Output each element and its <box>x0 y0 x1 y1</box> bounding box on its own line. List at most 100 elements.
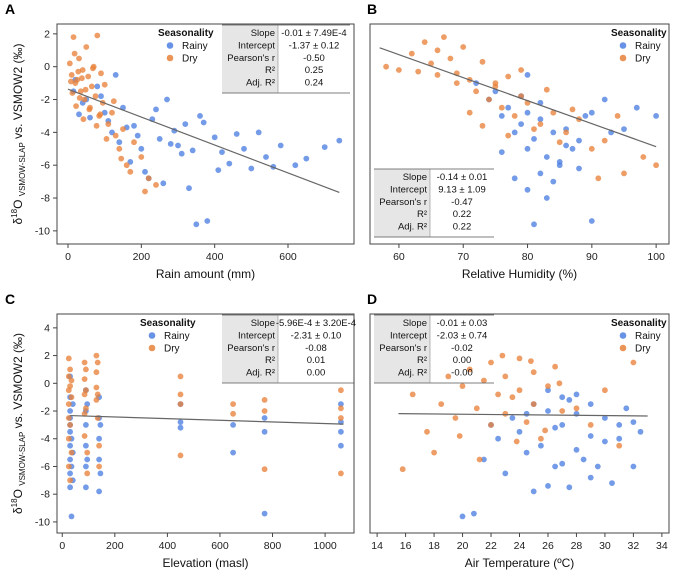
point-rainy <box>175 142 181 149</box>
x-tick-label: 400 <box>206 251 224 263</box>
point-rainy <box>156 136 163 142</box>
stats-label: Slope <box>403 318 427 329</box>
point-dry <box>261 466 268 473</box>
point-dry <box>338 415 344 421</box>
x-tick-label: 600 <box>279 251 297 263</box>
point-dry <box>502 373 509 380</box>
point-dry <box>499 352 506 359</box>
legend-entry-rainy: Rainy <box>182 41 208 52</box>
point-rainy <box>495 435 501 442</box>
stats-value: -0.50 <box>303 53 325 64</box>
panel-d: D 14 16 18 20 22 24 26 28 30 32 34 Air Temperature (… <box>367 291 670 570</box>
point-dry <box>80 116 87 123</box>
point-rainy <box>67 442 73 449</box>
point-dry <box>142 188 148 195</box>
point-dry <box>396 67 402 73</box>
point-dry <box>75 68 82 75</box>
point-dry <box>543 86 550 93</box>
point-dry <box>93 397 100 403</box>
stats-label: Pearson's r <box>379 197 427 208</box>
x-tick-label: 600 <box>211 540 229 552</box>
point-rainy <box>630 463 637 470</box>
point-rainy <box>164 96 170 103</box>
point-rainy <box>338 401 344 407</box>
y-axis-label: δ18O VSMOW-SLAP vs. VSMOW2 (‰) <box>10 43 27 224</box>
legend-marker-dry <box>166 54 174 62</box>
stats-label: Intercept <box>238 40 275 51</box>
point-rainy <box>97 422 104 428</box>
point-dry <box>97 111 104 118</box>
point-dry <box>421 39 428 45</box>
point-rainy <box>502 470 509 477</box>
point-dry <box>602 387 608 394</box>
point-rainy <box>623 405 630 412</box>
point-dry <box>409 391 416 398</box>
point-dry <box>408 50 415 57</box>
point-dry <box>145 175 152 182</box>
point-dry <box>116 145 123 152</box>
plot-frame <box>56 23 355 245</box>
point-rainy <box>587 401 594 407</box>
point-dry <box>109 109 115 116</box>
point-rainy <box>481 456 487 463</box>
point-dry <box>452 415 459 421</box>
point-dry <box>488 359 494 366</box>
point-rainy <box>524 109 531 116</box>
point-rainy <box>621 126 627 132</box>
point-rainy <box>178 150 185 157</box>
point-dry <box>93 384 100 391</box>
point-rainy <box>84 456 91 463</box>
x-tick-label: 32 <box>628 540 640 552</box>
point-dry <box>261 408 268 414</box>
stats-label: R² <box>265 65 275 76</box>
point-dry <box>531 126 537 132</box>
point-rainy <box>537 170 544 177</box>
point-dry <box>74 76 81 83</box>
x-axis-label: Air Temperature (ºC) <box>465 556 575 570</box>
stats-label: R² <box>417 209 427 220</box>
legend-marker-rainy <box>619 332 627 339</box>
point-dry <box>94 32 101 39</box>
point-dry <box>415 68 422 75</box>
point-dry <box>261 397 268 403</box>
panel-c: C 0 200 400 600 800 1000 4 2 0 -2 -4 -6 -8 -10 Elevatio… <box>5 291 356 570</box>
point-dry <box>653 162 659 169</box>
point-dry <box>84 449 91 456</box>
point-rainy <box>524 72 531 78</box>
point-dry <box>601 137 608 144</box>
legend: Seasonality Rainy Dry <box>140 318 196 355</box>
stats-label: Slope <box>251 318 275 329</box>
point-dry <box>630 359 637 366</box>
legend-marker-rainy <box>148 332 156 339</box>
stats-table: Slope -0.14 ± 0.01 Intercept 9.13 ± 1.09 Pea… <box>374 168 494 238</box>
point-rainy <box>292 162 299 169</box>
point-rainy <box>498 113 505 119</box>
point-rainy <box>569 145 576 152</box>
stats-label: Adj. R² <box>246 78 275 89</box>
y-tick-label: 0 <box>44 378 50 390</box>
scatter-points <box>65 352 344 520</box>
legend-title: Seasonality <box>140 318 196 329</box>
legend-entry-rainy: Rainy <box>635 331 661 342</box>
point-dry <box>67 383 73 389</box>
point-dry <box>96 463 102 470</box>
point-dry <box>516 387 523 394</box>
point-rainy <box>524 186 531 193</box>
point-dry <box>498 104 505 111</box>
scatter-points <box>66 32 343 228</box>
stats-label: Adj. R² <box>246 368 275 379</box>
point-rainy <box>531 136 537 142</box>
stats-value: 9.13 ± 1.09 <box>438 184 485 195</box>
point-dry <box>76 95 83 101</box>
y-tick-label: 2 <box>44 350 50 362</box>
point-rainy <box>509 415 516 421</box>
point-rainy <box>241 145 247 152</box>
x-tick-label: 16 <box>400 540 412 552</box>
legend-entry-dry: Dry <box>182 54 198 65</box>
stats-label: Slope <box>403 172 427 183</box>
point-dry <box>428 60 434 67</box>
point-rainy <box>559 394 566 401</box>
point-rainy <box>531 221 537 228</box>
point-dry <box>502 410 509 417</box>
legend-entry-rainy: Rainy <box>635 41 661 52</box>
